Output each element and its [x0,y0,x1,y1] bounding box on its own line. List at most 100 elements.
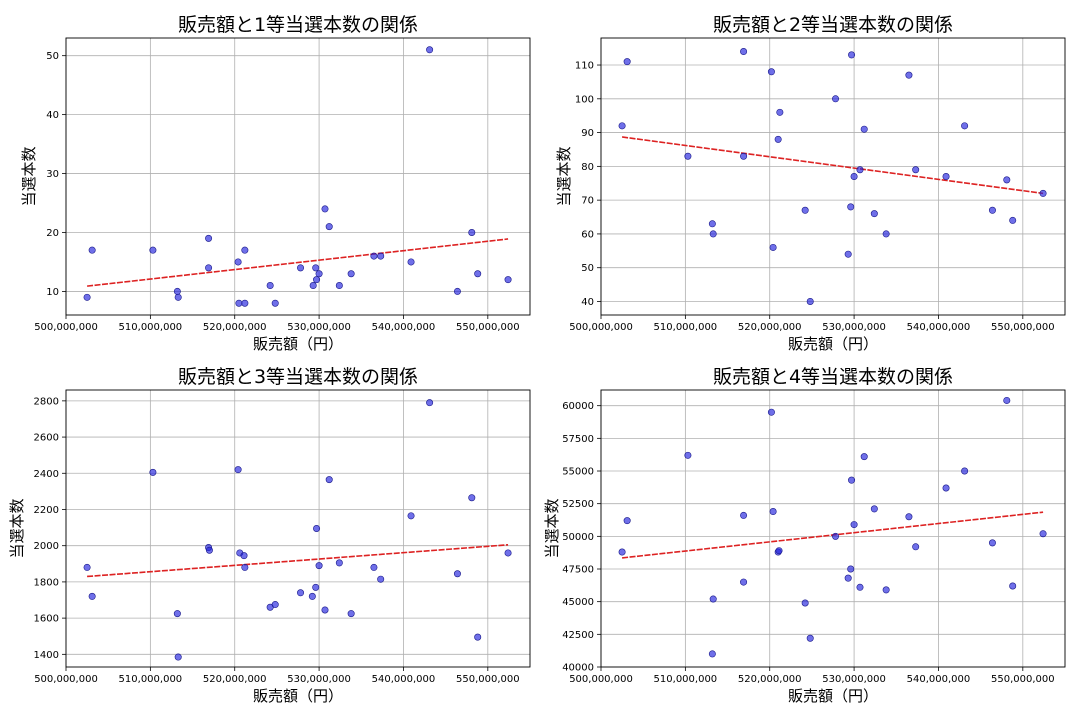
scatter-point [241,299,249,307]
scatter-point [335,282,343,290]
x-tick-label: 500,000,000 [569,674,633,685]
plot-frame [65,389,531,668]
y-axis-label: 当選本数 [543,498,561,558]
x-tick-label: 550,000,000 [456,674,520,685]
y-tick-label: 42500 [562,630,594,641]
y-tick-label: 2200 [34,505,59,516]
scatter-point [335,559,343,567]
scatter-point [709,595,717,603]
scatter-point [870,210,878,218]
scatter-point [708,650,716,658]
scatter-point [315,562,323,570]
scatter-point [618,122,626,130]
y-tick-label: 20 [46,228,59,239]
x-tick-label: 550,000,000 [456,322,520,333]
x-tick-label: 510,000,000 [654,674,718,685]
scatter-point [850,173,858,181]
x-tick-label: 520,000,000 [738,674,802,685]
y-tick-label: 110 [575,61,594,72]
y-tick-label: 30 [46,169,59,180]
scatter-point [315,270,323,278]
scatter-point [149,468,157,476]
scatter-point [325,476,333,484]
scatter-point [844,250,852,258]
scatter-point [474,633,482,641]
chart-title: 販売額と4等当選本数の関係 [713,366,953,388]
scatter-point [848,51,856,59]
x-axis-label: 販売額（円） [788,335,878,353]
trend-line [87,238,509,287]
scatter-point [775,547,783,555]
scatter-point [271,601,279,609]
scatter-point [312,264,320,272]
y-tick-label: 90 [581,128,594,139]
scatter-point [297,264,305,272]
scatter-point [618,548,626,556]
scatter-point [1009,582,1017,590]
y-tick-label: 52500 [562,499,594,510]
chart-panel-2: 販売額と2等当選本数の関係 販売額（円） 当選本数 500,000,000 510… [555,14,1066,353]
scatter-point [847,203,855,211]
scatter-point [844,574,852,582]
x-tick-label: 510,000,000 [119,322,183,333]
x-tick-label: 500,000,000 [34,674,98,685]
x-tick-label: 550,000,000 [991,322,1055,333]
x-tick-label: 530,000,000 [822,322,886,333]
x-tick-label: 520,000,000 [738,322,802,333]
scatter-point [504,549,512,557]
scatter-point [453,287,461,295]
scatter-point [468,494,476,502]
plot-frame [600,37,1066,316]
x-tick-label: 520,000,000 [203,674,267,685]
scatter-point [173,610,181,618]
scatter-point [83,293,91,301]
chart-title: 販売額と3等当選本数の関係 [178,366,418,388]
scatter-point [848,476,856,484]
scatter-point [377,575,385,583]
x-tick-label: 510,000,000 [119,674,183,685]
trend-line [87,543,509,578]
y-tick-label: 60000 [562,401,594,412]
scatter-point [961,467,969,475]
x-tick-label: 550,000,000 [991,674,1055,685]
scatter-point [709,230,717,238]
scatter-point [241,563,249,571]
x-tick-label: 540,000,000 [907,674,971,685]
scatter-point [905,513,913,521]
scatter-point [850,521,858,529]
scatter-point [767,68,775,76]
scatter-point [801,206,809,214]
scatter-point [856,166,864,174]
scatter-point [740,48,748,56]
scatter-point [174,293,182,301]
scatter-point [1039,530,1047,538]
scatter-point [370,563,378,571]
y-tick-label: 1400 [34,650,59,661]
scatter-point [321,606,329,614]
scatter-point [426,46,434,54]
scatter-point [266,282,274,290]
scatter-point [856,583,864,591]
scatter-point [684,152,692,160]
scatter-point [474,270,482,278]
scatter-point [905,71,913,79]
chart-panel-1: 販売額と1等当選本数の関係 販売額（円） 当選本数 500,000,000 510… [20,14,531,353]
plot-frame [600,389,1066,668]
trend-line [621,136,1044,195]
chart-title: 販売額と2等当選本数の関係 [713,14,953,36]
scatter-point [882,230,890,238]
y-tick-label: 50 [581,263,594,274]
scatter-point [234,466,242,474]
scatter-point [740,578,748,586]
scatter-point [468,228,476,236]
scatter-point [988,206,996,214]
scatter-point [740,152,748,160]
scatter-point [173,287,181,295]
y-tick-label: 40 [581,297,594,308]
scatter-point [174,653,182,661]
scatter-point [774,135,782,143]
scatter-point [860,453,868,461]
scatter-point [912,543,920,551]
scatter-point [205,546,213,554]
